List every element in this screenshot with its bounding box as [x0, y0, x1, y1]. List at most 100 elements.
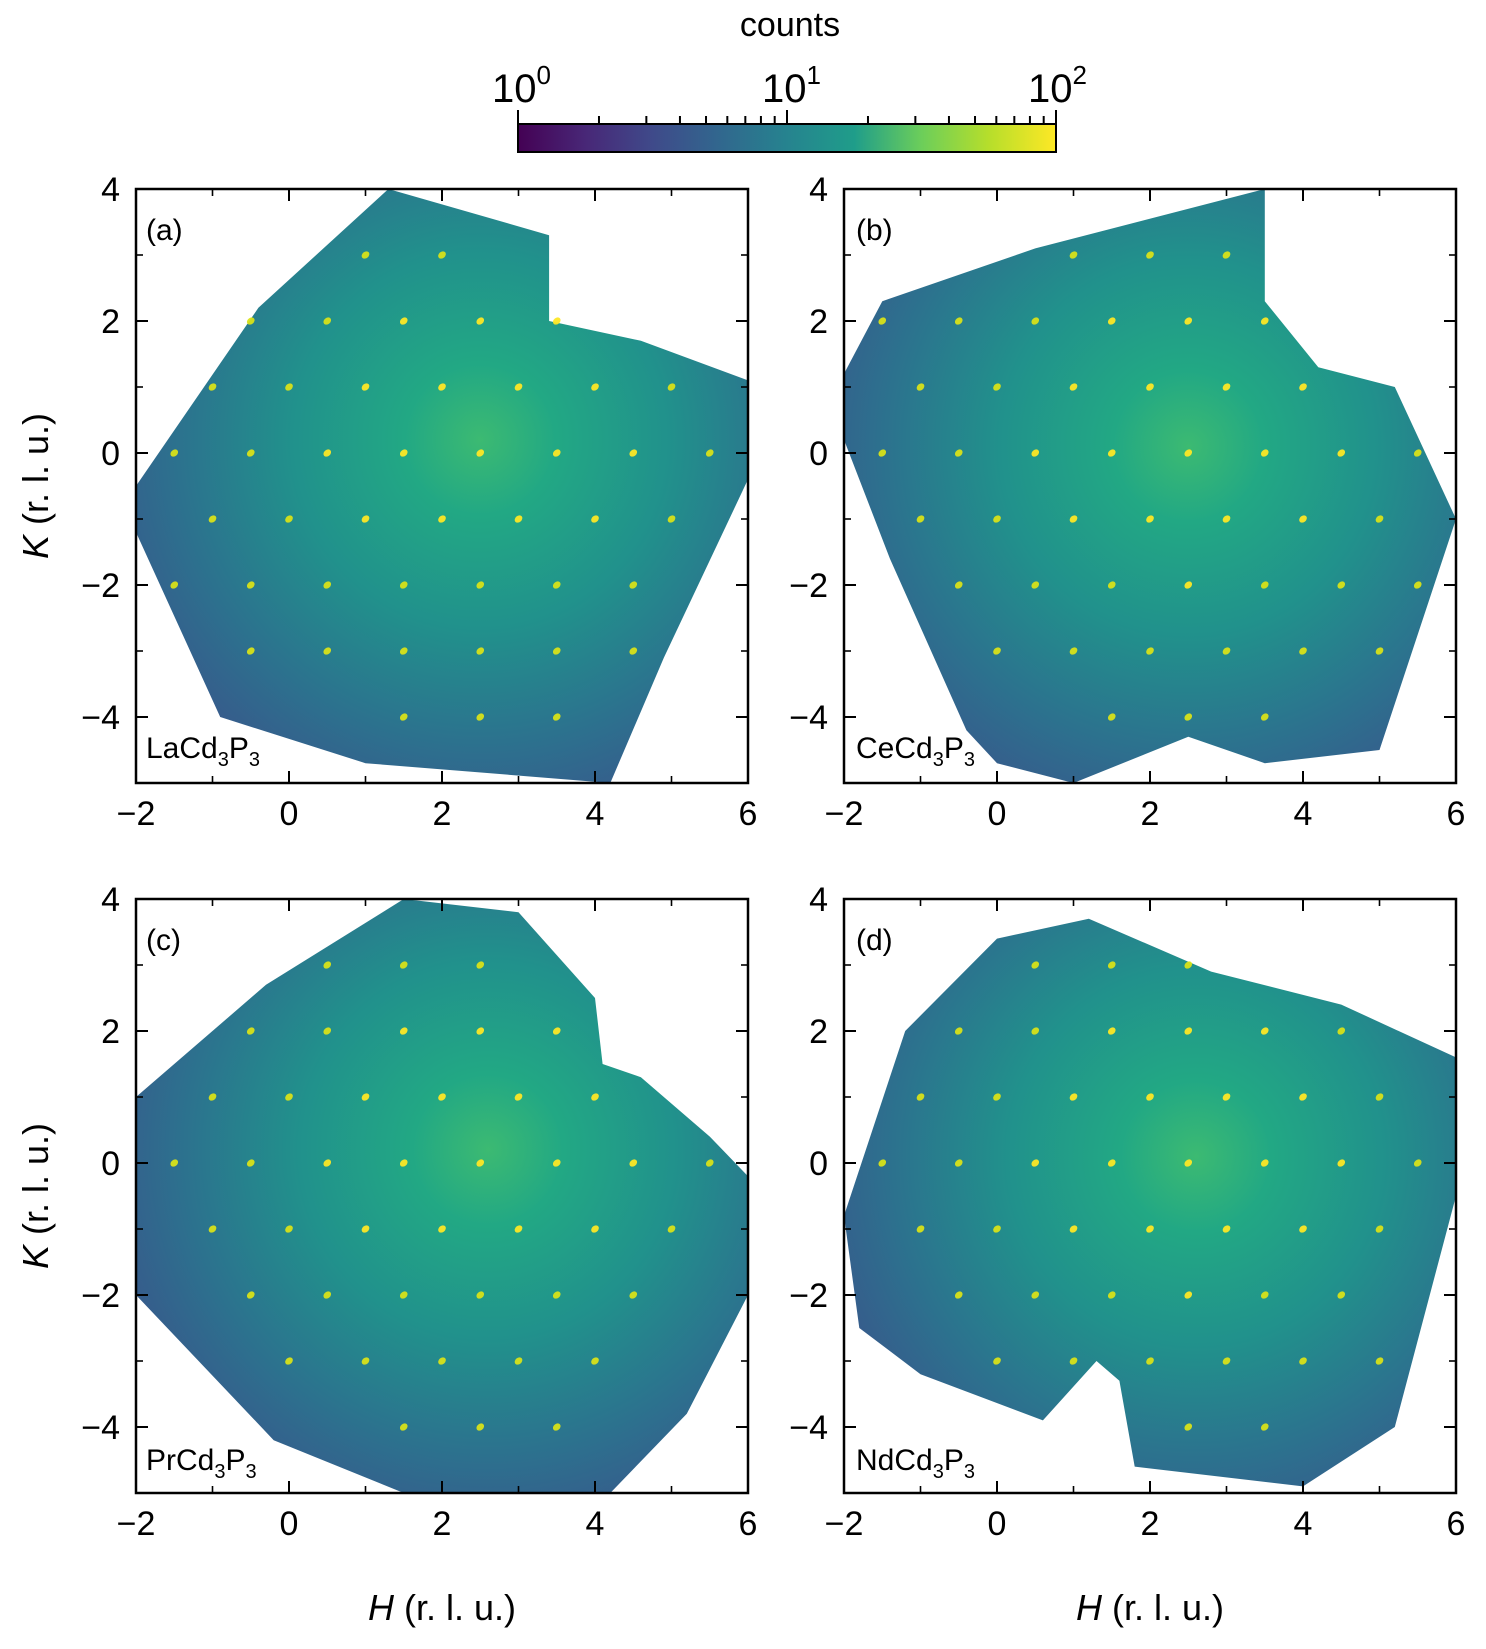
panel-a-coverage [136, 189, 748, 783]
panel-c-map [136, 899, 748, 1493]
bragg-peak [993, 383, 1001, 391]
bragg-peak [552, 713, 561, 721]
bragg-peak [1299, 1225, 1307, 1233]
bragg-peak [323, 1291, 332, 1299]
bragg-peak [1375, 515, 1384, 523]
bragg-peak [1260, 1027, 1269, 1035]
svg-text:100: 100 [492, 60, 551, 111]
bragg-peak [1260, 449, 1269, 457]
panel-c-ylabel: K (r. l. u.) [15, 1123, 56, 1269]
x-tick-label: 6 [739, 795, 758, 833]
panel-c-sample-label: PrCd3P3 [146, 1444, 257, 1483]
bragg-peak [1031, 1159, 1040, 1167]
bragg-peak [285, 1093, 293, 1101]
bragg-peak [399, 647, 408, 655]
bragg-peak [170, 1159, 179, 1167]
bragg-peak [438, 515, 446, 523]
bragg-peak [1413, 449, 1422, 457]
x-tick-label: −2 [117, 1505, 156, 1543]
bragg-peak [552, 1423, 561, 1431]
bragg-peak [361, 1357, 370, 1365]
bragg-peak [1260, 713, 1269, 721]
bragg-peak [1184, 1159, 1193, 1167]
bragg-peak [1222, 1357, 1231, 1365]
bragg-peak [993, 515, 1001, 523]
bragg-peak [1184, 317, 1193, 325]
bragg-peak [1375, 1225, 1384, 1233]
bragg-peak [399, 1027, 408, 1035]
panel-c: −2 0 2 4 6 −4 −2 0 2 4 (c) PrCd3P3 K (r. l. u.) H… [15, 881, 757, 1628]
bragg-peak [1146, 383, 1154, 391]
bragg-peak [246, 449, 255, 457]
svg-text:102: 102 [1028, 60, 1087, 111]
bragg-peak [954, 317, 963, 325]
x-tick-label: 4 [1294, 795, 1313, 833]
y-tick-label: 0 [101, 435, 120, 473]
bragg-peak [323, 1027, 332, 1035]
bragg-peak [170, 581, 179, 589]
bragg-peak [246, 1027, 255, 1035]
bragg-peak [285, 515, 293, 523]
x-tick-label: 4 [586, 1505, 605, 1543]
panel-c-ticks: −2 0 2 4 6 −4 −2 0 2 4 [81, 881, 757, 1543]
panel-d-ticks: −2 0 2 4 6 −4 −2 0 2 4 [789, 881, 1465, 1543]
bragg-peak [916, 1225, 925, 1233]
bragg-peak [1375, 1357, 1384, 1365]
bragg-peak [246, 1291, 255, 1299]
bragg-peak [246, 647, 255, 655]
y-tick-label: −2 [81, 567, 120, 605]
x-tick-label: 6 [1447, 1505, 1466, 1543]
bragg-peak [1184, 581, 1193, 589]
bragg-peak [1069, 251, 1078, 259]
x-tick-label: −2 [825, 795, 864, 833]
bragg-peak [1031, 317, 1040, 325]
bragg-peak [399, 317, 408, 325]
bragg-peak [629, 1159, 638, 1167]
bragg-peak [1069, 1357, 1078, 1365]
x-tick-label: 6 [739, 1505, 758, 1543]
bragg-peak [629, 1291, 638, 1299]
panel-b: −2 0 2 4 6 −4 −2 0 2 4 (b) CeCd3P3 [789, 171, 1465, 833]
bragg-peak [1222, 251, 1231, 259]
panel-b-label: (b) [856, 214, 893, 247]
bragg-peak [1260, 1291, 1269, 1299]
x-tick-label: 2 [433, 1505, 452, 1543]
bragg-peak [552, 449, 561, 457]
bragg-peak [476, 961, 485, 969]
bragg-peak [514, 515, 523, 523]
bragg-peak [1184, 961, 1193, 969]
bragg-peak [954, 449, 963, 457]
y-tick-label: −2 [789, 1277, 828, 1315]
y-tick-label: 0 [809, 1145, 828, 1183]
y-tick-label: 2 [809, 303, 828, 341]
panel-b-ticks: −2 0 2 4 6 −4 −2 0 2 4 [789, 171, 1465, 833]
bragg-peak [323, 581, 332, 589]
bragg-peak [1299, 515, 1307, 523]
bragg-peak [878, 317, 887, 325]
bragg-peak [1184, 1027, 1193, 1035]
bragg-peak [399, 449, 408, 457]
bragg-peak [591, 383, 599, 391]
bragg-peak [1107, 1291, 1116, 1299]
bragg-peak [705, 1159, 714, 1167]
bragg-peak [1069, 1093, 1078, 1101]
bragg-peak [552, 1027, 561, 1035]
bragg-peak [1299, 383, 1307, 391]
bragg-peak [1413, 581, 1422, 589]
bragg-peak [552, 317, 561, 325]
bragg-peak [1375, 647, 1384, 655]
bragg-peak [629, 449, 638, 457]
bragg-peak [1337, 1027, 1346, 1035]
bragg-peak [916, 1093, 925, 1101]
panel-d-coverage [844, 918, 1456, 1487]
bragg-peak [285, 383, 293, 391]
bragg-peak [1107, 317, 1116, 325]
panel-a-map [136, 189, 748, 783]
bragg-peak [1337, 1159, 1346, 1167]
bragg-peak [323, 449, 332, 457]
bragg-peak [323, 1159, 332, 1167]
bragg-peak [208, 383, 217, 391]
bragg-peak [438, 383, 446, 391]
bragg-peak [1031, 1291, 1040, 1299]
x-tick-label: 2 [1141, 795, 1160, 833]
